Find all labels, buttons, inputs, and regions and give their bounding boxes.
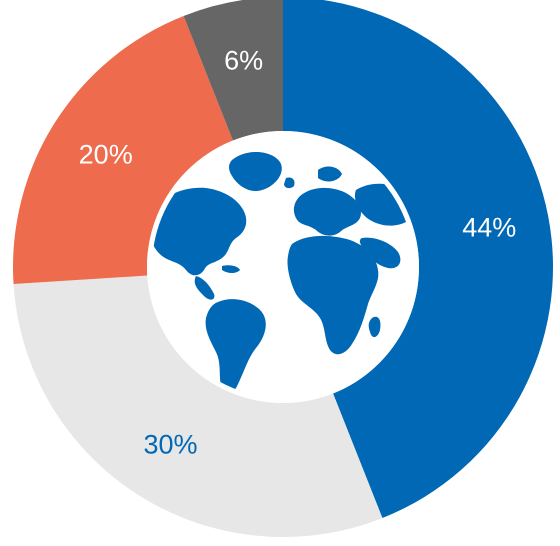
slice-3: [183, 0, 283, 141]
slice-2: [12, 15, 233, 284]
globe-icon: [147, 131, 419, 403]
slice-0: [283, 0, 553, 519]
slice-label-2: 20%: [79, 139, 133, 169]
slice-1: [13, 275, 383, 537]
slice-label-3: 6%: [224, 46, 263, 76]
slice-label-1: 30%: [143, 429, 197, 459]
slices-group: [12, 0, 553, 537]
labels-group: 44% 30% 20% 6%: [79, 46, 517, 460]
slice-label-0: 44%: [462, 213, 516, 243]
